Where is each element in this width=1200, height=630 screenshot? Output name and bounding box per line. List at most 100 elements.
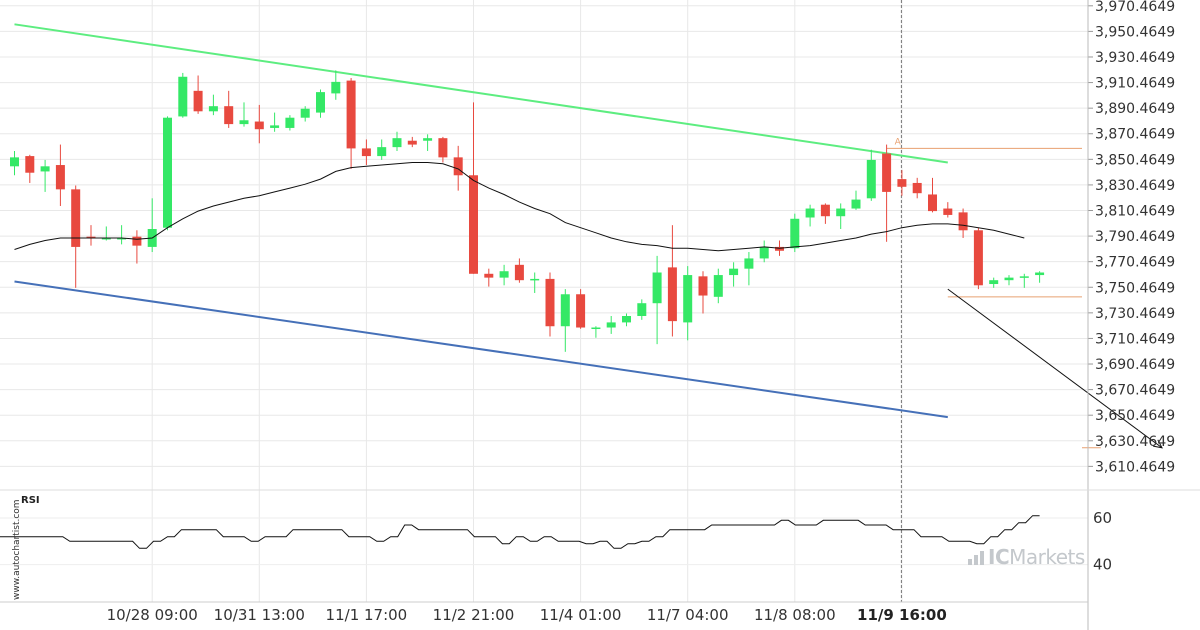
candle-body	[606, 322, 616, 328]
candle-body	[361, 148, 371, 157]
x-tick-label: 11/1 17:00	[326, 606, 408, 624]
rsi-title: RSI	[21, 495, 40, 506]
candle-body	[1019, 276, 1029, 278]
candle-body	[117, 237, 127, 240]
candle-body	[989, 280, 999, 285]
rsi-line	[0, 515, 1040, 549]
candle-body	[560, 294, 570, 327]
x-tick-label: 11/7 04:00	[647, 606, 729, 624]
candle-body	[86, 236, 96, 239]
candle-body	[193, 90, 203, 112]
candle-body	[392, 138, 402, 148]
y-tick-label: 3,810.4649	[1095, 204, 1175, 220]
y-tick-label: 3,610.4649	[1095, 459, 1175, 475]
y-tick-label: 3,950.4649	[1095, 24, 1175, 40]
candle-body	[713, 275, 723, 297]
grid	[0, 0, 1088, 602]
candle-body	[254, 121, 264, 130]
main-plot: A	[10, 0, 1163, 602]
candle-body	[652, 272, 662, 304]
candle-body	[576, 294, 586, 328]
candle-body	[178, 76, 188, 117]
candle-body	[316, 92, 325, 113]
candle-body	[545, 278, 555, 327]
candle-body	[1004, 277, 1014, 281]
candle-body	[469, 175, 478, 274]
candle-body	[331, 81, 341, 94]
y-tick-label: 3,910.4649	[1095, 76, 1175, 92]
candle-body	[71, 189, 81, 247]
candle-body	[514, 264, 524, 281]
y-tick-label: 3,630.4649	[1095, 434, 1175, 450]
candle-body	[667, 267, 677, 322]
logo-bars-icon	[968, 551, 986, 565]
x-tick-label: 10/28 09:00	[107, 606, 198, 624]
candle-body	[239, 120, 249, 125]
candle-body	[101, 237, 111, 240]
logo-ic: IC	[988, 545, 1010, 569]
candle-body	[499, 271, 509, 278]
candle-body	[346, 80, 356, 149]
y-tick-label: 3,650.4649	[1095, 408, 1175, 424]
candle-body	[270, 125, 280, 128]
x-tick-label: 11/8 08:00	[754, 606, 836, 624]
candle-body	[224, 106, 234, 125]
candle-body	[622, 316, 631, 323]
logo-markets: Markets	[1009, 545, 1085, 569]
candle-body	[208, 106, 218, 112]
y-tick-label: 3,710.4649	[1095, 331, 1175, 347]
x-tick-label: 11/2 21:00	[433, 606, 515, 624]
candle-body	[285, 117, 295, 128]
candle-body	[591, 327, 601, 330]
candle-body	[851, 199, 861, 209]
y-tick-label: 3,690.4649	[1095, 357, 1175, 373]
candle-body	[744, 258, 754, 269]
candle-body	[775, 246, 784, 251]
x-tick-label: 11/4 01:00	[540, 606, 622, 624]
candle-body	[729, 268, 739, 276]
candle-body	[25, 156, 35, 173]
candle-body	[790, 218, 800, 249]
x-tick-label: 11/9 16:00	[857, 606, 947, 624]
candle-body	[530, 278, 540, 281]
y-tick-label: 3,730.4649	[1095, 306, 1175, 322]
candle-body	[484, 273, 494, 278]
resistance-line	[14, 23, 948, 164]
candle-body	[300, 108, 310, 118]
candle-body	[882, 153, 892, 192]
icmarkets-logo: ICMarkets	[968, 545, 1085, 569]
rsi-tick-label: 40	[1093, 556, 1112, 574]
candle-body	[928, 194, 937, 212]
candle-body	[637, 303, 647, 317]
candle-body	[163, 117, 172, 228]
candle-body	[453, 157, 463, 176]
candle-body	[407, 140, 417, 145]
y-tick-label: 3,970.4649	[1095, 0, 1175, 15]
y-tick-label: 3,830.4649	[1095, 178, 1175, 194]
candle-body	[897, 179, 907, 187]
candle-body	[423, 138, 433, 141]
candle-body	[958, 212, 968, 231]
y-tick-label: 3,870.4649	[1095, 127, 1175, 143]
candle-body	[943, 208, 953, 215]
rsi-plot	[0, 515, 1040, 549]
candle-body	[55, 165, 65, 190]
y-tick-label: 3,930.4649	[1095, 50, 1175, 66]
candle-body	[912, 182, 922, 194]
projection-arrow-head	[1153, 439, 1163, 449]
projection-arrow-line	[947, 288, 1163, 449]
candle-body	[820, 204, 830, 217]
moving-average-line	[14, 162, 1025, 252]
y-tick-label: 3,850.4649	[1095, 152, 1175, 168]
pattern-label: A	[895, 137, 902, 147]
y-tick-label: 3,890.4649	[1095, 101, 1175, 117]
y-tick-label: 3,770.4649	[1095, 255, 1175, 271]
candle-body	[866, 159, 876, 199]
candle-body	[683, 275, 693, 323]
y-tick-label: 3,670.4649	[1095, 383, 1175, 399]
candle-body	[759, 246, 769, 259]
candle-body	[438, 138, 448, 158]
candle-body	[10, 157, 19, 167]
